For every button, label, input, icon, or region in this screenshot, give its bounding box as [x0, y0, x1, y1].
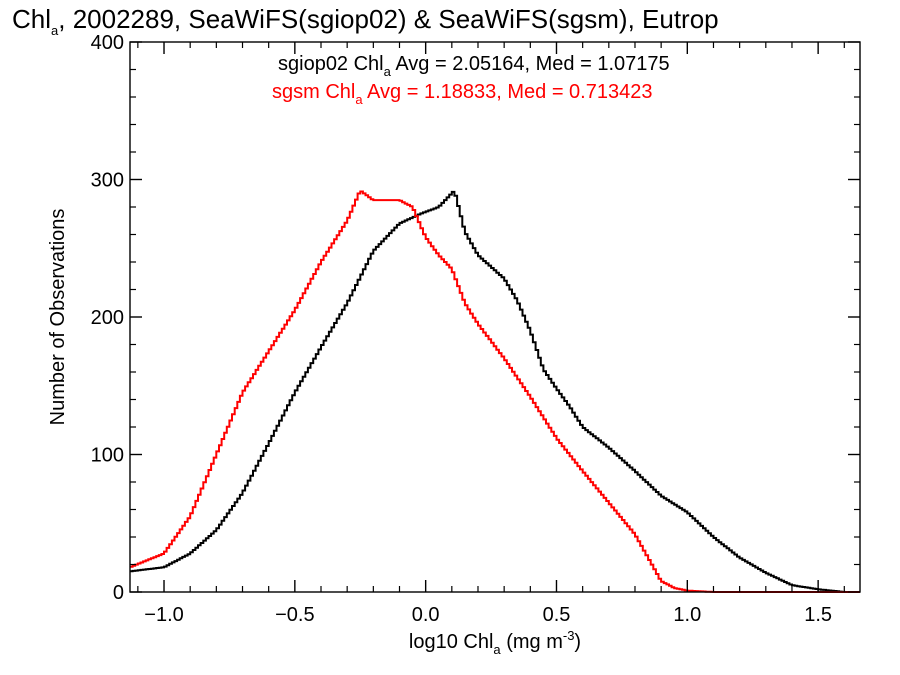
x-axis-label: log10 Chla (mg m-3) [409, 628, 581, 657]
y-axis-label: Number of Observations [47, 209, 69, 426]
series-line-sgiop02 [130, 190, 860, 593]
x-tick-label: −1.0 [144, 604, 183, 626]
x-tick-label: 0.0 [412, 604, 440, 626]
plot-frame [129, 41, 861, 593]
y-tick-label: 300 [91, 170, 124, 192]
x-tick-label: 1.5 [804, 604, 832, 626]
y-tick-label: 0 [113, 582, 124, 604]
y-tick-label: 400 [91, 32, 124, 54]
chart-title: Chla, 2002289, SeaWiFS(sgiop02) & SeaWiF… [12, 4, 719, 38]
series-stats-sgsm: sgsm Chla Avg = 1.18833, Med = 0.713423 [272, 81, 652, 107]
series-line-sgsm [130, 190, 860, 593]
x-tick-label: 0.5 [543, 604, 571, 626]
x-tick-label: −0.5 [275, 604, 314, 626]
y-tick-label: 200 [91, 307, 124, 329]
series-stats-sgiop02: sgiop02 Chla Avg = 2.05164, Med = 1.0717… [278, 53, 670, 79]
x-tick-label: 1.0 [673, 604, 701, 626]
y-tick-label: 100 [91, 445, 124, 467]
